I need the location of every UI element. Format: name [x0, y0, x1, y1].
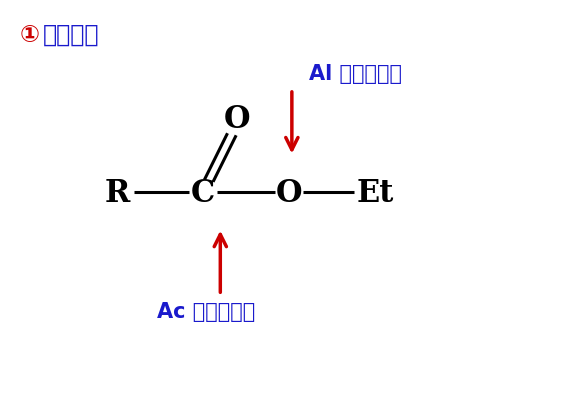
Text: C: C [191, 177, 215, 208]
Text: ①: ① [20, 22, 40, 47]
Text: Ac 醟氧键断裂: Ac 醟氧键断裂 [157, 301, 255, 321]
Text: Et: Et [356, 177, 394, 208]
Text: R: R [105, 177, 130, 208]
Text: O: O [224, 104, 251, 135]
Text: Al 烷氧键断裂: Al 烷氧键断裂 [309, 64, 402, 84]
Text: O: O [276, 177, 302, 208]
Text: 酵的水解: 酵的水解 [43, 22, 99, 47]
